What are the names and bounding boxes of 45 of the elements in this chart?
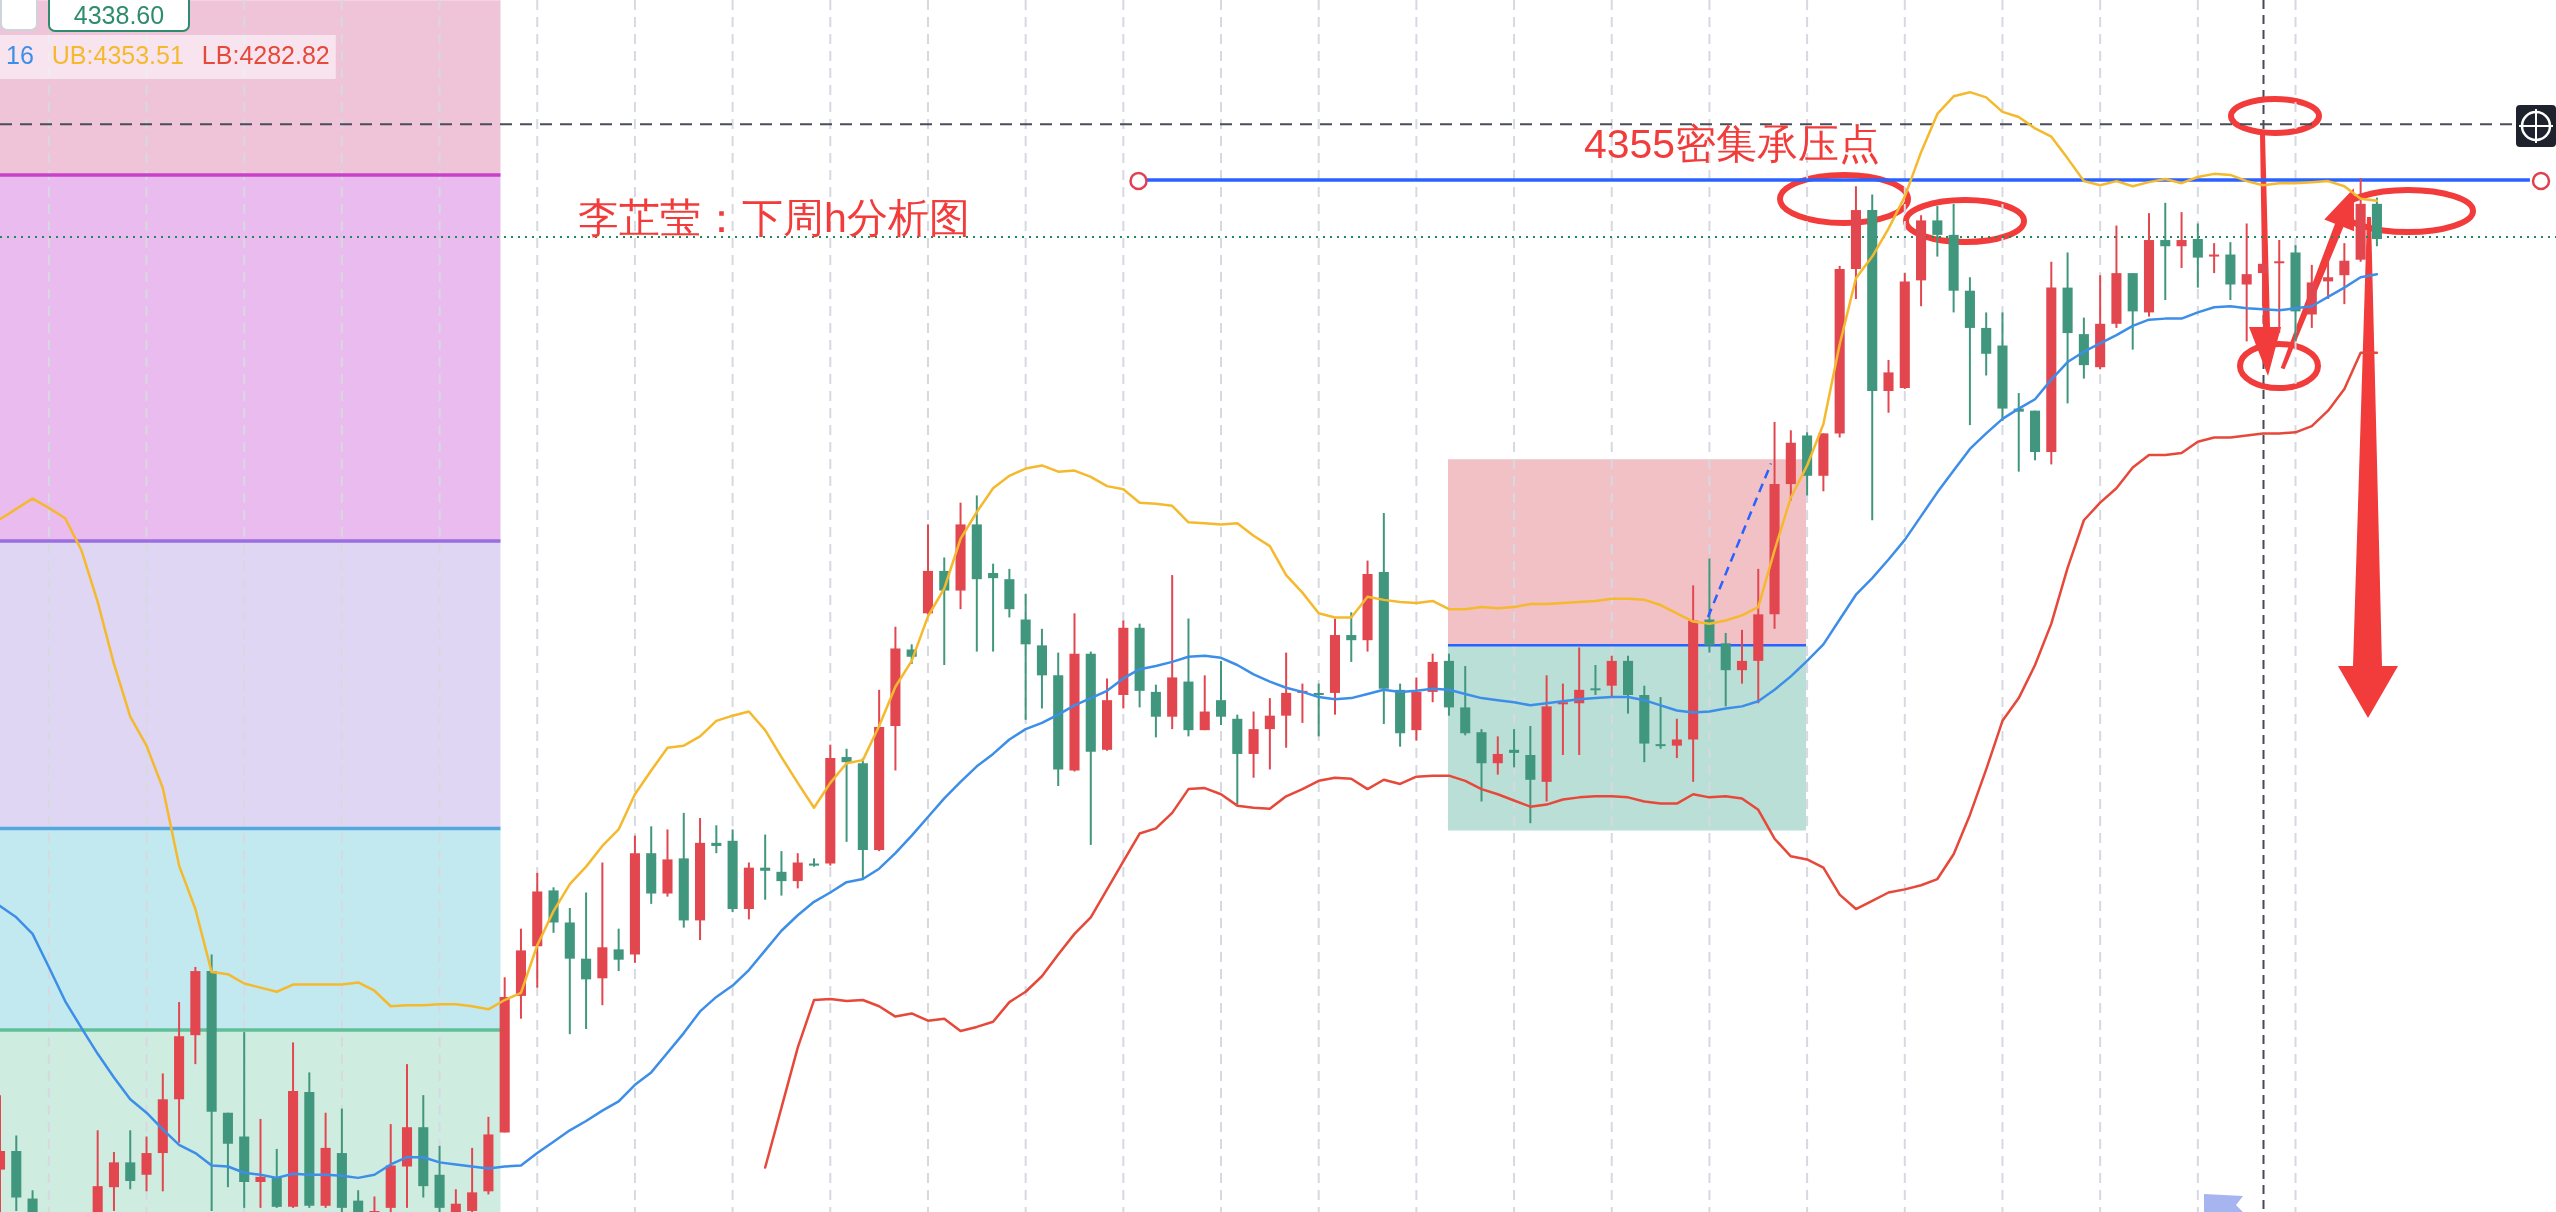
candlestick xyxy=(2339,242,2350,306)
candlestick xyxy=(1671,717,1682,760)
candlestick xyxy=(760,833,771,901)
candlestick xyxy=(1736,628,1748,685)
candlestick xyxy=(125,1129,136,1191)
candlestick xyxy=(2241,222,2252,343)
candlestick xyxy=(1932,204,1943,258)
candlestick xyxy=(613,927,624,973)
candlestick xyxy=(1590,664,1601,696)
candlestick xyxy=(1281,651,1292,749)
candlestick xyxy=(1509,728,1520,769)
candlestick xyxy=(2192,222,2203,289)
candlestick xyxy=(1346,611,1357,663)
candlestick xyxy=(581,891,592,1030)
candlestick xyxy=(792,852,803,890)
candlestick xyxy=(2274,239,2285,335)
text: LB:4282.82 xyxy=(201,40,330,69)
ref-line-label: 4355密集承压点 xyxy=(1583,121,1881,168)
candlestick xyxy=(2160,201,2171,302)
candlestick xyxy=(711,824,722,855)
text: UB:4353.51 xyxy=(51,40,184,69)
candlestick xyxy=(1199,674,1210,732)
candlestick xyxy=(1264,697,1275,771)
candlestick xyxy=(2176,211,2187,269)
candlestick xyxy=(776,850,787,897)
text: 4338.60 xyxy=(73,0,165,29)
candlestick xyxy=(1492,735,1503,776)
chart-title: 李芷莹：下周h分析图 xyxy=(578,195,970,242)
candlestick xyxy=(988,562,999,653)
candlestick xyxy=(1215,659,1227,726)
candlestick xyxy=(27,1189,38,1212)
candlestick xyxy=(369,1195,380,1212)
text: 16 xyxy=(6,40,34,69)
candlestick xyxy=(141,1135,152,1193)
candlestick xyxy=(1883,358,1894,414)
candlestick xyxy=(1655,696,1666,750)
candlestick xyxy=(353,1189,364,1212)
candlestick xyxy=(2257,238,2268,308)
candlestick xyxy=(450,1188,461,1212)
candlestick xyxy=(467,1146,478,1212)
candlestick xyxy=(841,747,852,843)
candlestick xyxy=(1313,682,1324,738)
candlestick xyxy=(255,1117,266,1209)
candlestick xyxy=(2323,255,2334,300)
candlestick xyxy=(2209,242,2220,275)
